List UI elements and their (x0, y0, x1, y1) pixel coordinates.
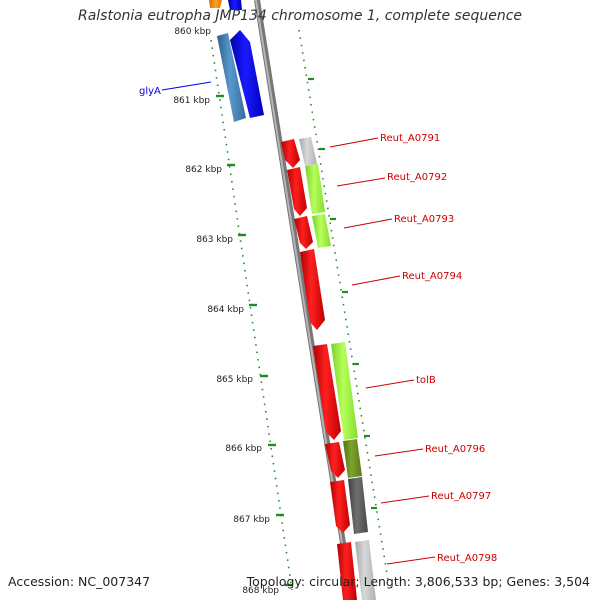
gene-cds-0792 (287, 167, 307, 216)
tick-label-862: 862 kbp (185, 165, 222, 175)
leader-0797 (380, 495, 430, 504)
gene-label-Reut_A0791: Reut_A0791 (380, 133, 440, 144)
cog-green-0792 (305, 164, 325, 214)
reverse-genes (209, 0, 264, 122)
gene-label-glyA: glyA (139, 86, 161, 97)
gene-label-Reut_A0798: Reut_A0798 (437, 553, 497, 564)
tick-label-863: 863 kbp (196, 235, 233, 245)
outer-ring-ticks (308, 77, 377, 510)
tick-line (210, 39, 293, 591)
gene-blue-top (228, 0, 242, 10)
cog-olive-0796 (343, 439, 362, 478)
gene-label-Reut_A0794: Reut_A0794 (402, 271, 462, 282)
tick-label-860: 860 kbp (174, 27, 211, 37)
cog-lightgray-0798 (355, 540, 376, 600)
gene-label-Reut_A0793: Reut_A0793 (394, 214, 454, 225)
leader-0794 (351, 275, 401, 286)
cog-dark-0797 (348, 477, 368, 534)
outer-dotted-ring (298, 29, 389, 581)
kbp-ticks (216, 94, 293, 587)
leader-0796 (374, 448, 424, 457)
gene-cds-tolB (313, 344, 341, 440)
tick-label-865: 865 kbp (216, 375, 253, 385)
gene-label-tolB: tolB (416, 375, 436, 386)
gene-cds-0798 (337, 542, 357, 600)
gene-orange (209, 0, 222, 8)
map-title-overlay: Ralstonia eutropha JMP134 chromosome 1, … (77, 8, 522, 24)
cog-green-0793 (312, 214, 331, 248)
leader-0798 (386, 556, 436, 565)
cog-lightgray-0791 (299, 137, 317, 166)
leader-0791 (329, 137, 379, 148)
leader-glyA (161, 81, 212, 91)
cog-green-tolB (331, 342, 358, 440)
gene-cds-0797 (330, 480, 350, 533)
tick-label-867: 867 kbp (233, 515, 270, 525)
accession-label: Accession: NC_007347 (8, 574, 151, 589)
gene-cds-0791 (281, 139, 300, 168)
gene-glyA-steelblue (217, 33, 246, 122)
leader-0793 (343, 218, 393, 229)
tick-label-864: 864 kbp (207, 305, 244, 315)
leader-tolB (365, 379, 415, 389)
tick-label-861: 861 kbp (173, 96, 210, 106)
leader-0792 (336, 177, 386, 187)
gene-cds-0794 (300, 249, 325, 330)
gene-glyA-blue (230, 30, 264, 118)
gene-cds-0796 (325, 442, 345, 478)
gene-label-Reut_A0796: Reut_A0796 (425, 444, 485, 455)
gene-cds-0793 (294, 216, 313, 249)
cog-bars (299, 137, 376, 600)
genome-summary: Topology: circular; Length: 3,806,533 bp… (246, 574, 590, 589)
gene-label-Reut_A0792: Reut_A0792 (387, 172, 447, 183)
gene-label-Reut_A0797: Reut_A0797 (431, 491, 491, 502)
tick-label-868: 868 kbp (242, 586, 279, 596)
label-leaders (161, 81, 436, 565)
forward-cds (281, 139, 357, 600)
tick-label-866: 866 kbp (225, 444, 262, 454)
